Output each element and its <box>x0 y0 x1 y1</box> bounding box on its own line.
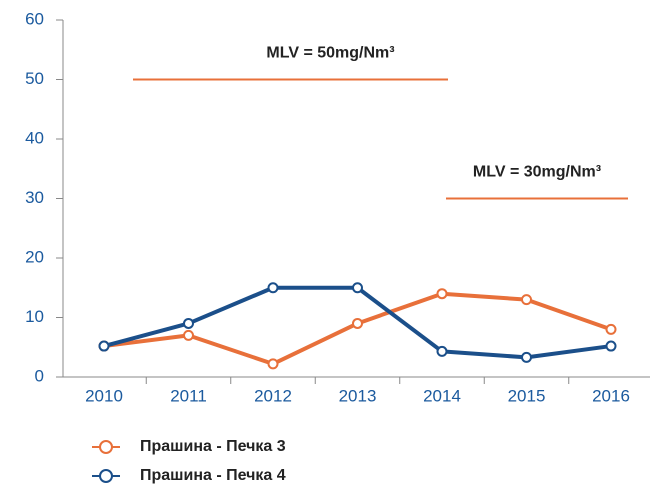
legend-label: Прашина - Печка 4 <box>140 467 286 484</box>
point <box>183 329 194 341</box>
point <box>267 282 279 294</box>
point <box>521 294 532 306</box>
legend-label: Прашина - Печка 3 <box>140 438 286 455</box>
y-tick-label: 40 <box>25 128 44 147</box>
y-tick-label: 20 <box>25 247 44 266</box>
annotation: MLV = 30mg/Nm³ <box>473 164 601 181</box>
x-tick-label: 2012 <box>254 386 292 405</box>
point <box>267 358 279 370</box>
x-tick-label: 2013 <box>339 386 377 405</box>
x-tick-label: 2010 <box>85 386 123 405</box>
x-tick-label: 2014 <box>423 386 461 405</box>
point <box>436 288 448 300</box>
y-tick-label: 10 <box>25 307 44 326</box>
y-tick-label: 50 <box>25 69 44 88</box>
point <box>521 351 532 363</box>
x-tick-label: 2015 <box>508 386 546 405</box>
y-tick-label: 60 <box>25 9 44 28</box>
y-tick-label: 0 <box>35 366 44 385</box>
legend-marker <box>99 469 113 483</box>
point <box>605 340 617 352</box>
point <box>352 282 363 294</box>
point <box>605 323 617 335</box>
y-tick-label: 30 <box>25 188 44 207</box>
x-tick-label: 2016 <box>592 386 630 405</box>
x-tick-label: 2011 <box>170 386 207 405</box>
point <box>352 317 363 329</box>
point <box>183 317 194 329</box>
point <box>436 345 448 357</box>
legend-marker <box>99 440 113 454</box>
point <box>98 340 110 352</box>
annotation: MLV = 50mg/Nm³ <box>266 45 394 62</box>
